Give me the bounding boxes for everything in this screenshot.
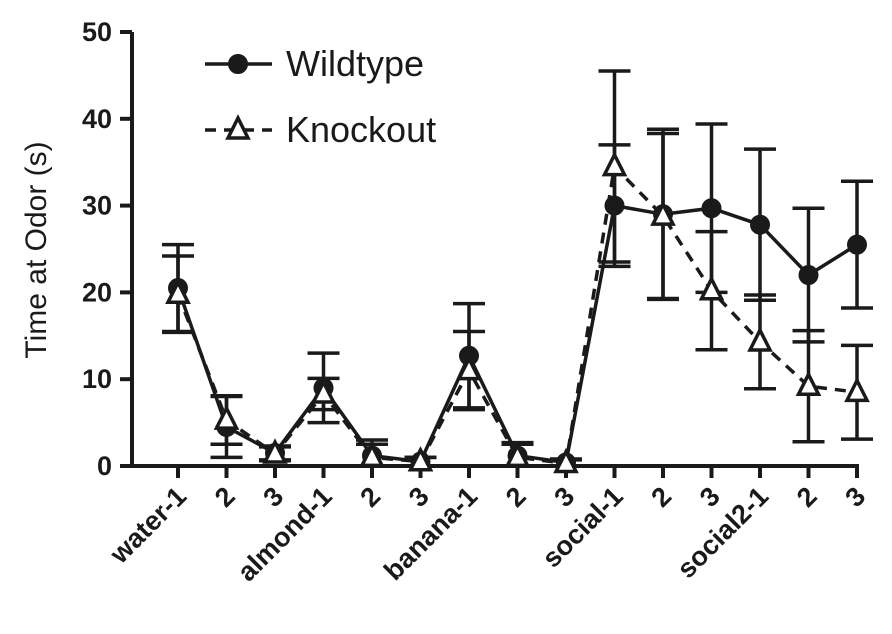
x-tick-label: 3 (548, 481, 580, 513)
series-line-wildtype (176, 203, 858, 465)
legend-label: Knockout (286, 109, 436, 150)
data-point (847, 234, 867, 255)
data-point (262, 438, 288, 464)
data-point (213, 404, 240, 430)
x-tick-label: 2 (354, 481, 386, 513)
data-point (701, 198, 722, 219)
x-tick-label: 3 (694, 481, 726, 513)
data-point (165, 278, 191, 304)
data-point (750, 214, 770, 235)
data-point (456, 354, 482, 381)
x-tick-label: social2-1 (671, 481, 774, 584)
x-tick-label: 3 (839, 481, 871, 513)
legend-item-wildtype: Wildtype (205, 43, 424, 84)
legend-marker (228, 54, 248, 74)
series-layer (162, 69, 873, 474)
data-point (310, 378, 337, 404)
y-tick-label: 50 (82, 17, 112, 47)
legend-marker (225, 114, 251, 140)
y-tick-label: 10 (82, 364, 112, 394)
x-tick-label: almond-1 (232, 481, 338, 587)
x-tick-label: 3 (257, 481, 289, 513)
data-point (698, 275, 725, 301)
x-tick-label: 2 (500, 481, 532, 513)
data-point (601, 150, 628, 177)
data-point (844, 376, 870, 403)
x-tick-label: banana-1 (378, 481, 483, 586)
x-tick-label: water-1 (103, 481, 192, 570)
legend-label: Wildtype (286, 43, 424, 84)
data-point (407, 446, 434, 472)
x-tick-label: 2 (791, 481, 823, 513)
y-tick-label: 0 (97, 451, 112, 481)
data-point (650, 200, 676, 226)
y-tick-label: 30 (82, 191, 112, 221)
y-tick-label: 40 (82, 104, 112, 134)
x-tick-label: 2 (209, 481, 241, 513)
data-point (795, 370, 822, 396)
legend: Wildtype Knockout (205, 43, 436, 150)
data-point (359, 441, 385, 468)
data-point (747, 326, 773, 352)
data-point (798, 265, 819, 286)
series-line-knockout (176, 162, 858, 466)
y-axis-label: Time at Odor (s) (20, 141, 53, 358)
data-point (553, 447, 579, 474)
y-tick-label: 20 (82, 277, 112, 307)
data-point (504, 441, 531, 468)
y-axis: 0 10 20 30 40 50 (82, 17, 134, 481)
x-tick-label: 3 (403, 481, 435, 513)
x-tick-label: 2 (645, 481, 677, 513)
series-wildtype (162, 122, 873, 473)
series-knockout (162, 69, 873, 474)
legend-item-knockout: Knockout (205, 109, 436, 150)
